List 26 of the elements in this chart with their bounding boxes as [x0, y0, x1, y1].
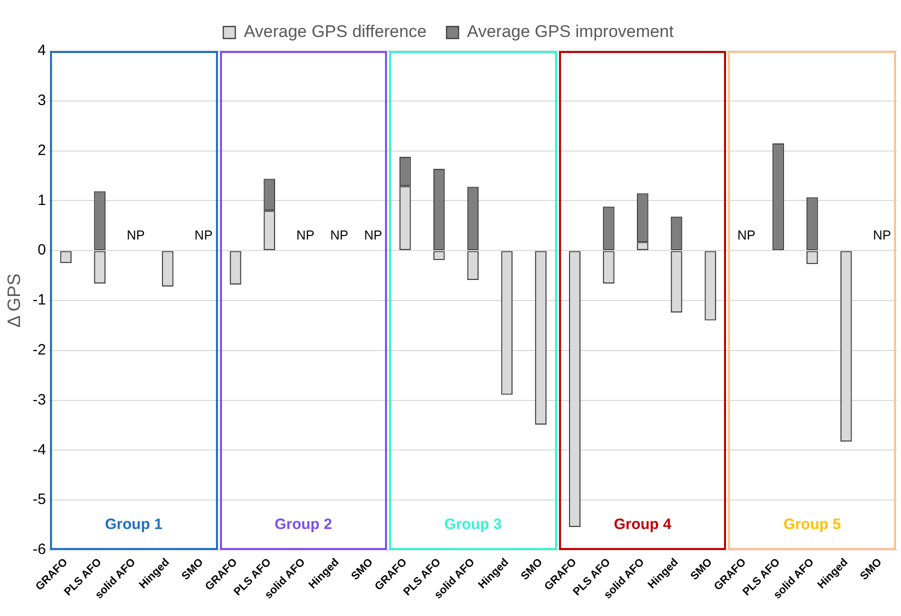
y-tick-label: -5	[32, 491, 46, 508]
y-tick-label: -4	[32, 441, 46, 458]
annotation: Group 5	[783, 516, 841, 534]
text: NP	[364, 228, 382, 243]
annotation: Group 4	[614, 516, 672, 534]
y-axis-title: Δ GPS	[4, 273, 24, 328]
y-tick-label: -3	[32, 391, 46, 408]
text: NP	[737, 228, 756, 243]
annotation: Group 1	[104, 516, 162, 534]
text: NP	[194, 228, 213, 243]
y-tick-label: 3	[38, 92, 46, 110]
y-tick-label: 2	[38, 142, 46, 159]
text: NP	[873, 228, 892, 243]
y-tick-label: 4	[38, 42, 46, 60]
legend-label: Average GPS difference	[244, 22, 427, 42]
y-tick-label: 1	[38, 192, 46, 209]
y-tick-label: -1	[32, 292, 46, 309]
y-tick-label: -6	[32, 541, 46, 558]
text: NP	[126, 228, 145, 243]
legend-label: Average GPS improvement	[467, 22, 674, 42]
annotation: Group 2	[274, 516, 332, 534]
y-tick-label: 0	[38, 242, 46, 259]
text: NP	[296, 228, 314, 243]
text: NP	[330, 228, 348, 243]
annotation: Group 3	[444, 516, 502, 534]
y-tick-label: -2	[32, 342, 46, 358]
